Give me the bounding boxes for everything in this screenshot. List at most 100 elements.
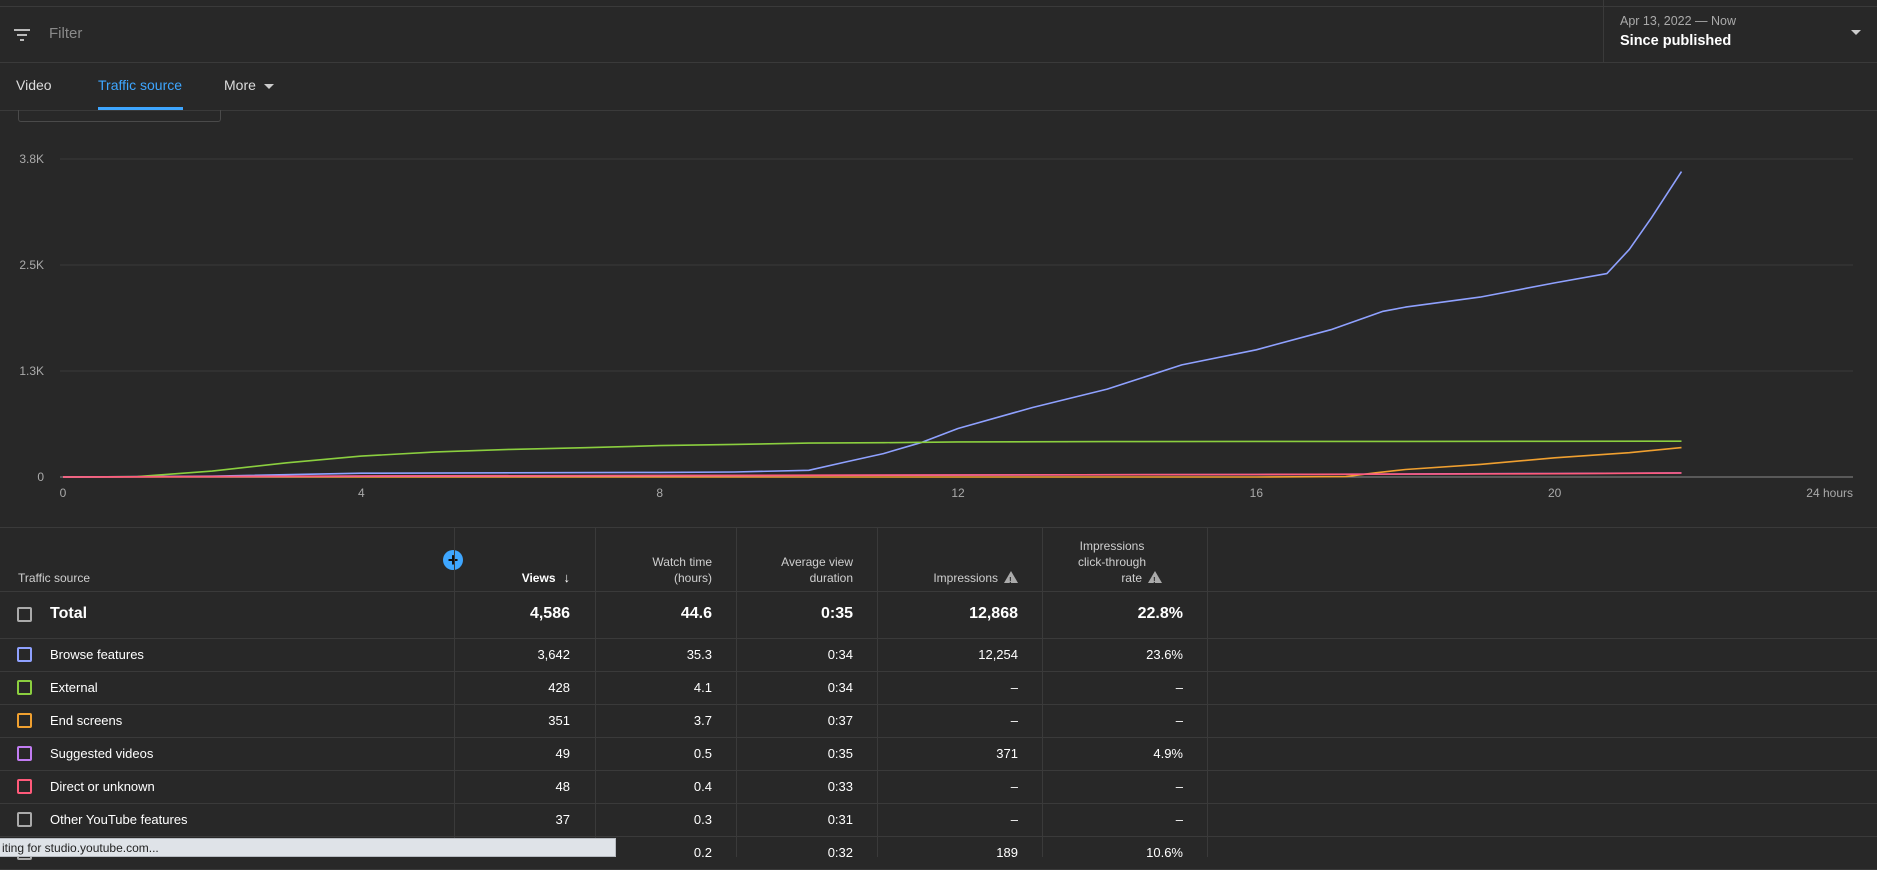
date-range-dropdown[interactable]: Apr 13, 2022 — Now Since published [1603, 0, 1877, 62]
y-tick-label: 2.5K [19, 258, 44, 272]
cell-ctr: – [1175, 779, 1183, 794]
row-label: Browse features [50, 647, 144, 662]
row-checkbox[interactable] [17, 713, 32, 728]
filter-icon[interactable] [12, 27, 32, 43]
x-tick-label: 0 [60, 486, 67, 500]
row-checkbox[interactable] [17, 680, 32, 695]
row-checkbox[interactable] [17, 746, 32, 761]
cell-impressions: – [1010, 680, 1018, 695]
cell-views: 428 [548, 680, 570, 695]
cell-watch-time: 0.5 [693, 746, 712, 761]
col-ctr-line2: click-through [1077, 555, 1147, 569]
cell-impressions: 189 [996, 845, 1018, 860]
warning-icon[interactable] [1148, 571, 1162, 589]
table-row[interactable]: External 428 4.1 0:34 – – [0, 672, 1877, 705]
cell-watch-time: 0.3 [693, 812, 712, 827]
cell-ctr: 22.8% [1137, 605, 1183, 622]
cell-avd: 0:32 [827, 845, 853, 860]
column-divider [877, 527, 878, 857]
x-tick-label: 8 [656, 486, 663, 500]
cell-views: 4,586 [529, 605, 570, 622]
column-divider [1042, 527, 1043, 857]
date-range-text: Apr 13, 2022 — Now [1620, 14, 1737, 28]
row-label: End screens [50, 713, 123, 728]
col-watch-time-line1: Watch time [652, 555, 712, 569]
dropdown-caret-icon [1851, 30, 1861, 35]
add-column-button[interactable]: + [443, 550, 463, 570]
table-row[interactable]: Direct or unknown 48 0.4 0:33 – – [0, 771, 1877, 804]
series-line [62, 440, 1682, 478]
cell-impressions: – [1010, 779, 1018, 794]
cell-views: 37 [555, 812, 570, 827]
cell-ctr: 10.6% [1146, 845, 1183, 860]
cell-impressions: – [1010, 713, 1018, 728]
cell-avd: 0:37 [827, 713, 853, 728]
table-row[interactable]: Suggested videos 49 0.5 0:35 371 4.9% [0, 738, 1877, 771]
x-tick-label: 16 [1250, 486, 1264, 500]
tab-video[interactable]: Video [16, 77, 52, 93]
cell-views: 351 [548, 713, 570, 728]
col-avg-view-duration[interactable]: Average view duration [753, 554, 853, 586]
x-tick-label: 12 [951, 486, 965, 500]
cell-impressions: 12,254 [978, 647, 1018, 662]
cell-watch-time: 3.7 [693, 713, 712, 728]
col-impressions[interactable]: Impressions [880, 570, 1018, 589]
warning-icon[interactable] [1004, 571, 1018, 589]
browser-status-bar: iting for studio.youtube.com... [0, 838, 616, 857]
tab-bar: Video Traffic source More [0, 63, 1877, 111]
tab-more-label: More [224, 77, 256, 93]
cell-views: 3,642 [537, 647, 570, 662]
table-row[interactable]: Other YouTube features 37 0.3 0:31 – – [0, 804, 1877, 837]
cell-impressions: – [1010, 812, 1018, 827]
filter-input[interactable]: Filter [49, 25, 83, 42]
cell-watch-time: 4.1 [693, 680, 712, 695]
table-row[interactable]: End screens 351 3.7 0:37 – – [0, 705, 1877, 738]
x-tick-label: 4 [358, 486, 365, 500]
row-label: Other YouTube features [50, 812, 188, 827]
row-checkbox[interactable] [17, 647, 32, 662]
cell-impressions: 12,868 [969, 605, 1018, 622]
cell-views: 49 [555, 746, 570, 761]
cell-watch-time: 0.2 [693, 845, 712, 860]
col-views[interactable]: Views ↓ [470, 570, 570, 586]
traffic-chart: 0 1.3K 2.5K 3.8K 0 4 8 12 16 20 24 hours [19, 152, 1853, 500]
col-ctr-line1: Impressions [1079, 539, 1145, 553]
active-tab-indicator [98, 107, 183, 110]
cell-ctr: 23.6% [1146, 647, 1183, 662]
col-ctr[interactable]: Impressions click-through rate [1062, 538, 1162, 589]
y-tick-label: 3.8K [19, 152, 44, 166]
cell-ctr: – [1175, 713, 1183, 728]
col-traffic-source[interactable]: Traffic source [18, 571, 91, 585]
y-tick-label: 1.3K [19, 364, 44, 378]
total-checkbox[interactable] [17, 607, 32, 622]
y-tick-label: 0 [37, 470, 44, 484]
cell-watch-time: 35.3 [686, 647, 712, 662]
col-views-label: Views [521, 571, 556, 585]
cell-avd: 0:35 [827, 746, 853, 761]
table-row[interactable]: Browse features 3,642 35.3 0:34 12,254 23.6% [0, 639, 1877, 672]
row-checkbox[interactable] [17, 812, 32, 827]
cell-views: 48 [555, 779, 570, 794]
column-divider [454, 527, 455, 857]
top-divider [0, 0, 1877, 7]
row-label: Direct or unknown [50, 779, 155, 794]
collapsed-dropdown[interactable] [18, 110, 221, 122]
col-avd-line2: duration [809, 571, 853, 585]
tab-traffic-source[interactable]: Traffic source [98, 77, 183, 93]
row-label: External [50, 680, 98, 695]
cell-avd: 0:35 [820, 605, 853, 622]
date-range-label: Since published [1620, 33, 1732, 49]
cell-watch-time: 44.6 [680, 605, 712, 622]
series-line [62, 171, 1683, 478]
series-line [63, 446, 1682, 478]
cell-avd: 0:34 [827, 680, 853, 695]
row-checkbox[interactable] [17, 779, 32, 794]
cell-avd: 0:34 [827, 647, 853, 662]
series-line [62, 472, 1682, 478]
tab-more[interactable]: More [224, 77, 274, 93]
row-label: Suggested videos [50, 746, 154, 761]
cell-avd: 0:31 [827, 812, 853, 827]
column-divider [595, 527, 596, 857]
col-watch-time[interactable]: Watch time (hours) [612, 554, 712, 586]
cell-avd: 0:33 [827, 779, 853, 794]
